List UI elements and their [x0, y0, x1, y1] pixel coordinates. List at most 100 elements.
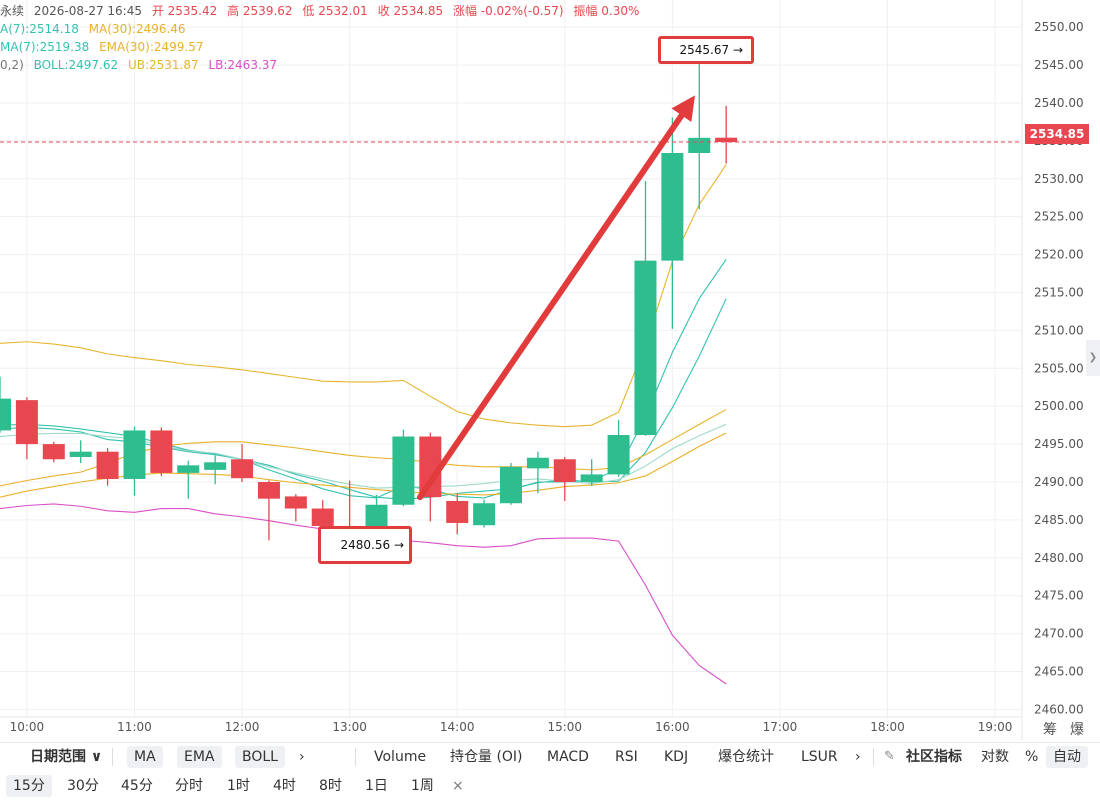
y-tick-label: 2480.00: [1034, 551, 1084, 565]
x-tick-label: 13:00: [332, 720, 367, 734]
candle-body: [42, 444, 65, 460]
boll-chip[interactable]: BOLL: [235, 746, 285, 768]
interval-1w[interactable]: 1周: [411, 778, 434, 794]
interval-30m[interactable]: 30分: [67, 778, 99, 794]
ma7-value: A(7):2514.18: [0, 22, 79, 36]
trend-arrow-shaft: [417, 110, 686, 501]
ma30-value: MA(30):2496.46: [88, 22, 186, 36]
collapse-right-panel-icon[interactable]: ❯: [1086, 340, 1100, 376]
interval-45m[interactable]: 45分: [121, 778, 153, 794]
candle-body: [257, 482, 280, 499]
chevron-right-icon[interactable]: ›: [855, 749, 861, 765]
x-tick-label: 19:00: [978, 720, 1013, 734]
y-tick-label: 2500.00: [1034, 399, 1084, 413]
high-annotation-box: 2545.67 →: [658, 36, 754, 64]
candle-body: [688, 137, 711, 153]
boll-value: BOLL:2497.62: [33, 58, 119, 72]
toolbar-divider: [355, 748, 356, 766]
log-scale-button[interactable]: 对数: [981, 749, 1009, 765]
candle-body: [365, 504, 388, 528]
y-tick-label: 2520.00: [1034, 248, 1084, 262]
contract-label: 永续: [0, 4, 25, 18]
ma-info-line: A(7):2514.18 MA(30):2496.46: [0, 21, 192, 37]
ma-chip[interactable]: MA: [127, 746, 163, 768]
interval-timeline[interactable]: 分时: [175, 778, 203, 794]
y-tick-label: 2525.00: [1034, 210, 1084, 224]
rsi-indicator[interactable]: RSI: [615, 749, 638, 765]
candlestick-chart[interactable]: 2460.00 2465.00 2470.00 2475.00 2480.00 2485.…: [0, 0, 1100, 740]
liquidation-stats-indicator[interactable]: 爆仓统计: [718, 749, 774, 765]
ub-value: UB:2531.87: [127, 58, 199, 72]
y-tick-label: 2490.00: [1034, 475, 1084, 489]
candle-body: [284, 496, 307, 509]
series-line-ema30: [0, 408, 727, 487]
series-line-boll: [0, 423, 727, 489]
interval-8h[interactable]: 8时: [319, 778, 342, 794]
last-price-tag: 2534.85: [1025, 124, 1089, 144]
lb-value: LB:2463.37: [208, 58, 278, 72]
x-tick-label: 11:00: [117, 720, 152, 734]
low-value: 低 2532.01: [302, 4, 368, 18]
candle-body: [715, 137, 738, 143]
y-tick-label: 2545.00: [1034, 58, 1084, 72]
candle-body: [150, 430, 173, 473]
toolbar-divider: [873, 748, 874, 766]
lsur-indicator[interactable]: LSUR: [801, 749, 838, 765]
candle-body: [419, 436, 442, 498]
y-tick-label: 2475.00: [1034, 589, 1084, 603]
ohlc-info-line: 永续 2026-08-27 16:45 开 2535.42 高 2539.62 …: [0, 3, 645, 19]
boll-info-line: 0,2) BOLL:2497.62 UB:2531.87 LB:2463.37: [0, 57, 283, 73]
community-indicators-button[interactable]: 社区指标: [906, 749, 962, 765]
trend-arrow-head: [671, 95, 695, 122]
interval-1h[interactable]: 1时: [227, 778, 250, 794]
high-value: 高 2539.62: [227, 4, 293, 18]
macd-indicator[interactable]: MACD: [547, 749, 589, 765]
open-value: 开 2535.42: [151, 4, 218, 18]
candle-body: [231, 459, 254, 479]
chevron-right-icon[interactable]: ›: [299, 749, 305, 765]
candle-body: [15, 400, 38, 445]
toolbar-divider: [112, 748, 113, 766]
low-annotation-label: 2480.56 →: [340, 538, 405, 552]
x-tick-label: 16:00: [655, 720, 690, 734]
interval-15m[interactable]: 15分: [6, 775, 52, 797]
auto-scale-button[interactable]: 自动: [1046, 746, 1088, 768]
edit-icon[interactable]: ✎: [884, 749, 895, 764]
candle-body: [661, 153, 684, 261]
chip-distribution-label[interactable]: 筹: [1043, 722, 1057, 738]
liquidation-label[interactable]: 爆: [1070, 722, 1084, 738]
kdj-indicator[interactable]: KDJ: [664, 749, 689, 765]
y-tick-label: 2465.00: [1034, 665, 1084, 679]
ema-chip[interactable]: EMA: [177, 746, 222, 768]
y-tick-label: 2510.00: [1034, 323, 1084, 337]
y-tick-label: 2550.00: [1034, 20, 1084, 34]
close-value: 收 2534.85: [377, 4, 444, 18]
ema7-value: MA(7):2519.38: [0, 40, 90, 54]
amplitude-value: 振幅 0.30%: [573, 4, 640, 18]
x-tick-label: 14:00: [440, 720, 475, 734]
series-line-ema7: [0, 258, 727, 499]
y-tick-label: 2470.00: [1034, 627, 1084, 641]
percent-scale-button[interactable]: %: [1025, 749, 1039, 765]
date-range-dropdown[interactable]: 日期范围 ∨: [30, 749, 103, 765]
candle-body: [311, 508, 334, 526]
y-tick-label: 2505.00: [1034, 361, 1084, 375]
candle-body: [473, 503, 496, 526]
x-tick-label: 10:00: [10, 720, 45, 734]
x-tick-label: 12:00: [225, 720, 260, 734]
y-tick-label: 2460.00: [1034, 702, 1084, 716]
x-tick-label: 18:00: [870, 720, 905, 734]
candle-body: [204, 462, 227, 470]
candle-body: [607, 435, 630, 475]
y-tick-label: 2485.00: [1034, 513, 1084, 527]
candle-body: [177, 465, 200, 473]
indicator-toolbar: 日期范围 ∨ MA EMA BOLL › Volume 持仓量 (OI) MAC…: [0, 742, 1100, 772]
interval-1d[interactable]: 1日: [365, 778, 388, 794]
y-tick-label: 2495.00: [1034, 437, 1084, 451]
volume-indicator[interactable]: Volume: [374, 749, 427, 765]
open-interest-indicator[interactable]: 持仓量 (OI): [450, 749, 523, 765]
candle-body: [96, 451, 119, 479]
close-icon[interactable]: ×: [452, 778, 464, 794]
candle-body: [446, 500, 469, 523]
interval-4h[interactable]: 4时: [273, 778, 296, 794]
